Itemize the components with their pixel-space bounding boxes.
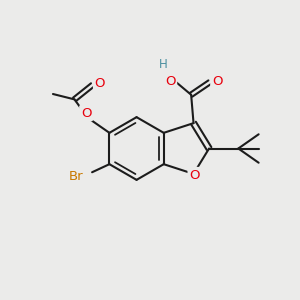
Text: O: O: [165, 74, 175, 88]
Text: O: O: [81, 106, 92, 120]
Text: Br: Br: [69, 169, 83, 183]
Text: O: O: [212, 75, 222, 88]
Text: O: O: [189, 169, 200, 182]
Text: H: H: [159, 58, 168, 71]
Text: O: O: [94, 77, 105, 90]
